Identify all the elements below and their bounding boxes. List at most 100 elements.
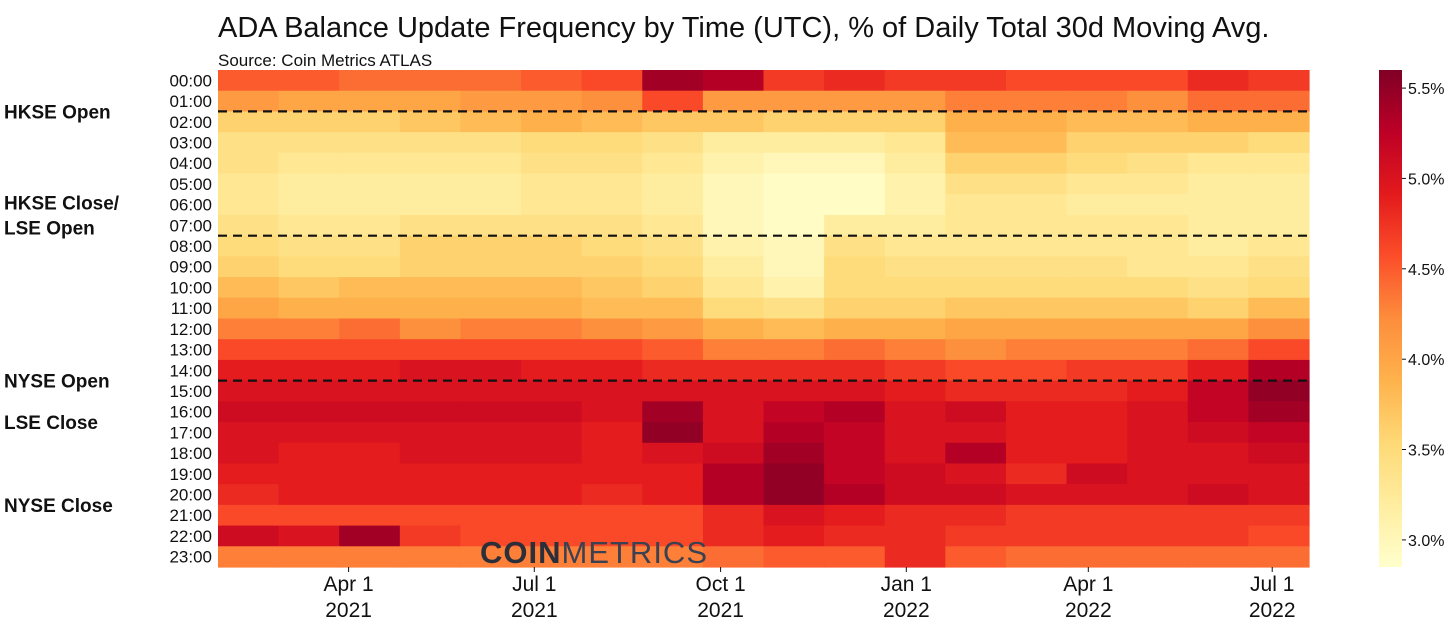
heatmap-cell	[460, 380, 522, 402]
heatmap-cell	[399, 235, 462, 257]
heatmap-cell	[824, 422, 886, 444]
hour-tick-label: 14:00	[169, 361, 212, 380]
heatmap-cell	[1066, 380, 1128, 402]
heatmap-cell	[702, 132, 765, 154]
heatmap-cell	[1005, 484, 1068, 506]
heatmap-cell	[1066, 152, 1128, 175]
heatmap-cell	[1066, 546, 1128, 568]
heatmap-cell	[763, 173, 825, 195]
heatmap-cell	[1066, 318, 1128, 340]
heatmap-cell	[1005, 297, 1068, 320]
heatmap-cell	[399, 277, 462, 299]
hour-tick-label: 19:00	[169, 465, 212, 484]
heatmap-cell	[339, 401, 401, 423]
session-label: HKSE Open	[4, 102, 111, 123]
heatmap-cell	[945, 318, 1007, 340]
heatmap-cell	[1187, 132, 1249, 154]
heatmap-cell	[763, 318, 825, 340]
hour-tick-label: 04:00	[169, 154, 212, 173]
heatmap-cell	[824, 484, 886, 506]
heatmap-cell	[824, 463, 886, 485]
heatmap-cell	[642, 442, 704, 465]
date-tick-year: 2022	[883, 599, 930, 622]
heatmap-cell	[945, 277, 1007, 299]
heatmap-cell	[1248, 525, 1310, 547]
heatmap-cell	[1248, 194, 1310, 216]
heatmap-cell	[1248, 297, 1310, 320]
heatmap-cell	[1066, 214, 1128, 237]
heatmap-cell	[339, 380, 401, 402]
heatmap-cell	[1127, 318, 1189, 340]
date-tick-label: Apr 1	[323, 573, 373, 596]
heatmap-cell	[702, 484, 765, 506]
hour-tick-label: 17:00	[169, 423, 212, 442]
heatmap-cell	[824, 256, 886, 278]
heatmap-cell	[763, 525, 825, 547]
heatmap-cell	[339, 546, 401, 568]
heatmap-cell	[1127, 546, 1189, 568]
heatmap-cell	[702, 297, 765, 320]
heatmap-cell	[824, 442, 886, 465]
heatmap-cell	[1066, 173, 1128, 195]
heatmap-cell	[1066, 90, 1128, 113]
heatmap-cell	[702, 235, 765, 257]
colorbar-tick-label: 4.0%	[1408, 352, 1444, 369]
heatmap-cell	[521, 504, 583, 527]
heatmap-cell	[763, 484, 825, 506]
heatmap-cell	[884, 214, 946, 237]
heatmap-cell	[399, 70, 462, 92]
heatmap-cell	[460, 70, 522, 92]
date-tick-year: 2022	[1249, 599, 1296, 622]
heatmap-cell	[824, 318, 886, 340]
heatmap-cell	[1066, 504, 1128, 527]
heatmap-cell	[763, 111, 825, 133]
hour-tick-label: 08:00	[169, 237, 212, 256]
heatmap-cell	[1187, 297, 1249, 320]
heatmap-cell	[521, 277, 583, 299]
heatmap-cell	[581, 90, 643, 113]
heatmap-cell	[824, 111, 886, 133]
heatmap-cell	[642, 525, 704, 547]
heatmap-cell	[1066, 422, 1128, 444]
heatmap-cell	[218, 297, 280, 320]
heatmap-cell	[642, 90, 704, 113]
heatmap-cell	[945, 484, 1007, 506]
heatmap-cell	[460, 359, 522, 382]
heatmap-cell	[642, 214, 704, 237]
heatmap-cell	[521, 359, 583, 382]
heatmap-cell	[642, 504, 704, 527]
chart-title: ADA Balance Update Frequency by Time (UT…	[218, 12, 1270, 44]
heatmap-cell	[521, 442, 583, 465]
heatmap-cell	[1127, 152, 1189, 175]
heatmap-cell	[945, 70, 1007, 92]
heatmap-cell	[945, 359, 1007, 382]
heatmap-cell	[460, 111, 522, 133]
heatmap-cell	[278, 401, 340, 423]
heatmap-cell	[399, 90, 462, 113]
heatmap-cell	[399, 504, 462, 527]
heatmap-cell	[884, 318, 946, 340]
colorbar-tick-label: 3.0%	[1408, 533, 1444, 550]
heatmap-cell	[521, 463, 583, 485]
heatmap-cell	[460, 484, 522, 506]
date-tick-year: 2021	[511, 599, 558, 622]
heatmap-cell	[702, 256, 765, 278]
session-label: LSE Close	[4, 413, 98, 434]
heatmap-cell	[1005, 90, 1068, 113]
heatmap-cell	[824, 214, 886, 237]
heatmap-cell	[702, 401, 765, 423]
heatmap-cell	[702, 546, 765, 568]
heatmap-cell	[1127, 277, 1189, 299]
heatmap-cell	[1187, 90, 1249, 113]
heatmap-cell	[339, 297, 401, 320]
heatmap-cell	[763, 422, 825, 444]
heatmap-cell	[339, 339, 401, 361]
session-label: NYSE Close	[4, 496, 113, 517]
heatmap-cell	[1005, 111, 1068, 133]
heatmap-cell	[1127, 214, 1189, 237]
heatmap-cell	[339, 173, 401, 195]
heatmap-cell	[278, 111, 340, 133]
heatmap-cell	[824, 359, 886, 382]
